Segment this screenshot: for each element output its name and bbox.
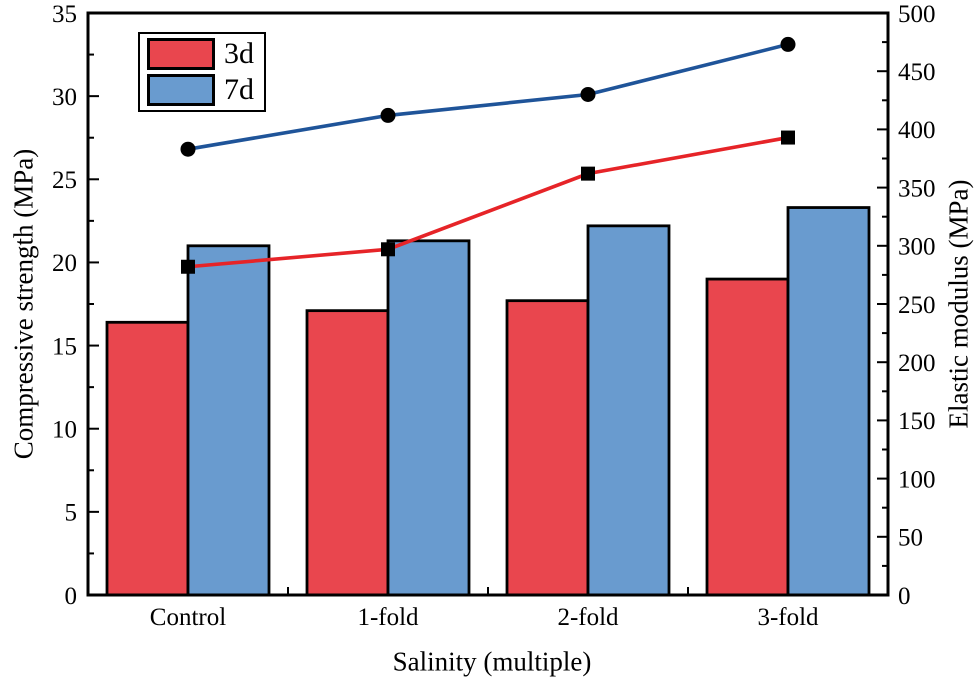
- legend-label-3d: 3d: [224, 37, 254, 71]
- bar-3d-2-fold: [505, 299, 590, 597]
- marker-circle-7d: [380, 107, 396, 123]
- left-tick-label: 10: [52, 416, 77, 443]
- marker-circle-7d: [780, 36, 796, 52]
- left-tick-label: 30: [52, 84, 77, 111]
- marker-square-3d: [581, 166, 595, 181]
- legend-entry-7d: 7d: [147, 74, 254, 106]
- right-tick-label: 450: [898, 59, 936, 86]
- legend-entry-3d: 3d: [147, 38, 254, 70]
- right-tick-label: 400: [898, 117, 936, 144]
- bar-7d-1-fold: [386, 239, 471, 597]
- marker-circle-7d: [180, 141, 196, 157]
- left-tick-label: 35: [52, 1, 77, 28]
- x-category-label: 2-fold: [557, 604, 619, 631]
- right-tick-label: 100: [898, 466, 936, 493]
- left-axis-title: Compressive strength (MPa): [8, 148, 39, 460]
- x-category-label: 1-fold: [357, 604, 419, 631]
- left-tick-label: 25: [52, 167, 77, 194]
- right-tick-label: 50: [898, 525, 923, 552]
- marker-square-3d: [381, 242, 395, 257]
- x-axis-title: Salinity (multiple): [392, 646, 592, 677]
- bar-3d-Control: [105, 320, 190, 597]
- left-tick-label: 0: [65, 583, 78, 610]
- legend: 3d 7d: [138, 32, 266, 112]
- right-tick-label: 350: [898, 175, 936, 202]
- x-category-label: 3-fold: [757, 604, 819, 631]
- right-tick-label: 0: [898, 583, 911, 610]
- legend-label-7d: 7d: [224, 73, 254, 107]
- marker-square-3d: [181, 259, 195, 274]
- bar-3d-1-fold: [305, 309, 390, 597]
- bar-7d-Control: [186, 244, 271, 597]
- marker-square-3d: [781, 130, 795, 145]
- left-tick-label: 15: [52, 333, 77, 360]
- left-tick-label: 20: [52, 250, 77, 277]
- bar-7d-3-fold: [786, 206, 871, 597]
- legend-swatch-7d: [147, 74, 215, 106]
- right-tick-label: 150: [898, 408, 936, 435]
- line-3d: [186, 135, 790, 269]
- right-tick-label: 200: [898, 350, 936, 377]
- legend-swatch-3d: [147, 38, 215, 70]
- bar-3d-3-fold: [705, 277, 790, 597]
- x-category-label: Control: [150, 604, 226, 631]
- marker-circle-7d: [580, 86, 596, 102]
- right-tick-label: 250: [898, 292, 936, 319]
- line-7d: [186, 42, 790, 151]
- right-axis-title: Elastic modulus (MPa): [943, 179, 974, 429]
- right-tick-label: 500: [898, 1, 936, 28]
- right-tick-label: 300: [898, 234, 936, 261]
- left-tick-label: 5: [65, 500, 78, 527]
- bar-7d-2-fold: [586, 224, 671, 597]
